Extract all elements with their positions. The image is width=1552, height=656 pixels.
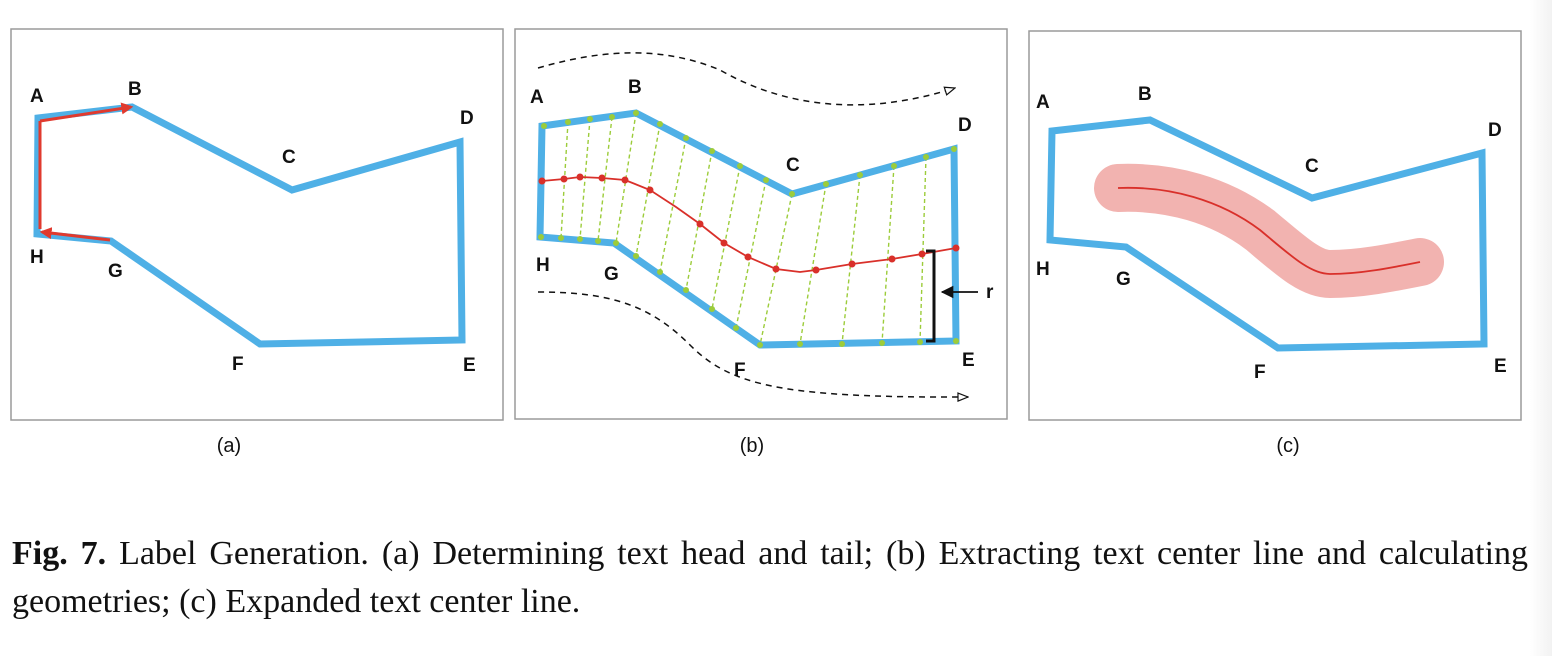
panel-b-radius-label: r <box>986 282 994 303</box>
panel-c-vertex-h: H <box>1036 259 1050 280</box>
panel-a-sublabel: (a) <box>217 435 241 457</box>
panel-c-frame <box>1028 30 1522 421</box>
panel-b-vertex-b: B <box>628 77 642 98</box>
panel-a-vertex-e: E <box>463 355 476 376</box>
panel-b-sublabel: (b) <box>740 435 764 457</box>
page-edge-shade <box>1530 0 1552 656</box>
panel-a-vertex-c: C <box>282 147 296 168</box>
panel-b-vertex-e: E <box>962 350 975 371</box>
panel-c-vertex-d: D <box>1488 120 1502 141</box>
panel-a-tail-arrow <box>39 227 111 242</box>
panel-b-vertex-g: G <box>604 264 619 285</box>
panel-c-vertex-b: B <box>1138 84 1152 105</box>
figure-diagram: A B C D E F G H (a) <box>10 28 1522 457</box>
panel-a-vertex-d: D <box>460 108 474 129</box>
panel-c-expanded-region <box>1094 163 1444 298</box>
panel-a-head-arrow <box>39 102 134 123</box>
panel-c-sublabel: (c) <box>1276 435 1299 457</box>
panel-a-frame <box>10 28 504 421</box>
panel-b-bottom-flow-arrow <box>537 291 968 397</box>
panel-c: A B C D E F G H (c) <box>1028 30 1522 457</box>
panel-c-vertex-e: E <box>1494 356 1507 377</box>
panel-a-vertex-a: A <box>30 86 44 107</box>
panel-b-center-points <box>538 173 960 274</box>
panel-c-vertex-a: A <box>1036 92 1050 113</box>
panel-b-vertex-h: H <box>536 255 550 276</box>
panel-b-frame <box>514 28 1008 420</box>
panel-b-sampling-lines <box>540 112 957 346</box>
figure-caption-label: Fig. 7. <box>12 535 107 572</box>
panel-b-vertex-f: F <box>734 360 746 381</box>
panel-c-vertex-f: F <box>1254 362 1266 383</box>
figure-caption-text: Label Generation. (a) Determining text h… <box>12 535 1529 620</box>
panel-a-vertex-g: G <box>108 261 123 282</box>
panel-b-top-flow-arrow <box>537 52 955 106</box>
figure-caption: Fig. 7. Label Generation. (a) Determinin… <box>12 530 1528 626</box>
panel-b-boundary-points <box>538 110 959 348</box>
panel-b-vertex-c: C <box>786 155 800 176</box>
panel-a-vertex-f: F <box>232 354 244 375</box>
panel-a-vertex-b: B <box>128 79 142 100</box>
panel-b: r A B C D E F G H (b) <box>514 28 1008 457</box>
panel-b-text-polygon <box>536 109 960 349</box>
panel-a: A B C D E F G H (a) <box>10 28 504 457</box>
panel-c-vertex-g: G <box>1116 269 1131 290</box>
panel-b-vertex-d: D <box>958 115 972 136</box>
panel-a-text-polygon <box>33 103 466 348</box>
panel-c-text-polygon <box>1046 116 1488 352</box>
panel-c-center-line <box>1117 186 1421 275</box>
panel-c-vertex-c: C <box>1305 156 1319 177</box>
panel-b-radius-bracket <box>926 249 936 343</box>
panel-b-vertex-a: A <box>530 87 544 108</box>
panel-a-vertex-h: H <box>30 247 44 268</box>
